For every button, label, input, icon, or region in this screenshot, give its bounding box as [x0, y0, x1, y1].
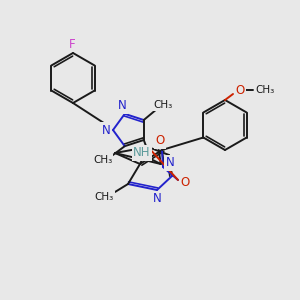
Text: O: O	[180, 176, 190, 188]
Text: N: N	[102, 124, 110, 136]
Text: N: N	[118, 99, 127, 112]
Text: O: O	[236, 83, 244, 97]
Text: F: F	[69, 38, 75, 50]
Text: N: N	[153, 193, 161, 206]
Text: CH₃: CH₃	[153, 100, 172, 110]
Text: CH₃: CH₃	[255, 85, 274, 95]
Text: CH₃: CH₃	[93, 155, 112, 165]
Text: CH₃: CH₃	[94, 192, 114, 202]
Text: NH: NH	[133, 146, 151, 160]
Text: N: N	[166, 157, 174, 169]
Text: O: O	[155, 134, 164, 148]
